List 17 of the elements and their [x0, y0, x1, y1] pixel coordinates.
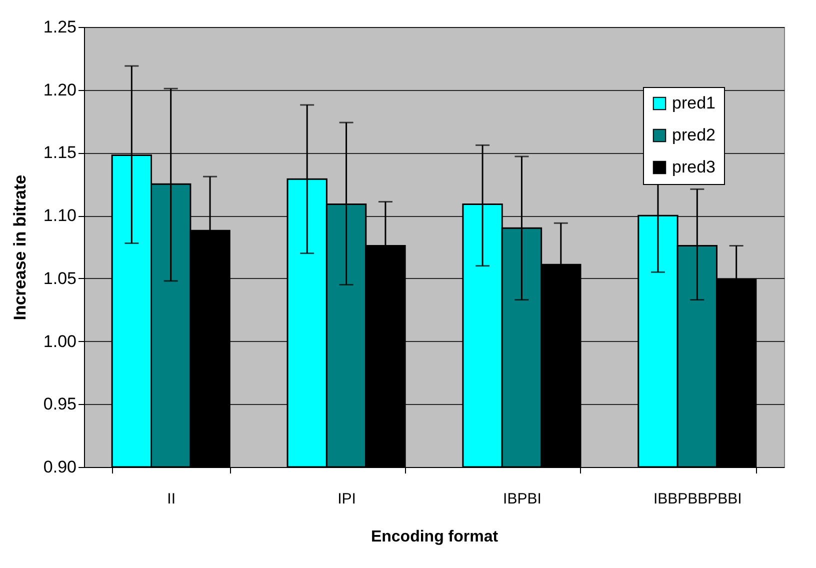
x-tick-label: IBPBI: [503, 490, 542, 508]
legend-label: pred3: [672, 158, 716, 176]
x-tick-label: IBBPBBPBBI: [653, 490, 742, 508]
y-tick-label: 0.90: [43, 458, 76, 476]
legend-label: pred1: [672, 94, 716, 112]
y-axis-title: Increase in bitrate: [10, 174, 30, 320]
x-tick-label: II: [167, 490, 176, 508]
x-axis-title: Encoding format: [370, 528, 499, 546]
x-tick-label: IPI: [338, 490, 356, 508]
y-tick-label: 1.00: [43, 332, 76, 351]
y-tick-label: 0.95: [43, 394, 76, 414]
y-tick-label: 1.10: [43, 206, 76, 226]
y-tick-label: 1.20: [43, 80, 76, 100]
y-tick-label: 1.05: [43, 268, 76, 288]
y-tick-label: 1.15: [43, 143, 76, 162]
legend-label: pred2: [672, 126, 716, 144]
y-tick-label: 1.25: [43, 18, 76, 36]
